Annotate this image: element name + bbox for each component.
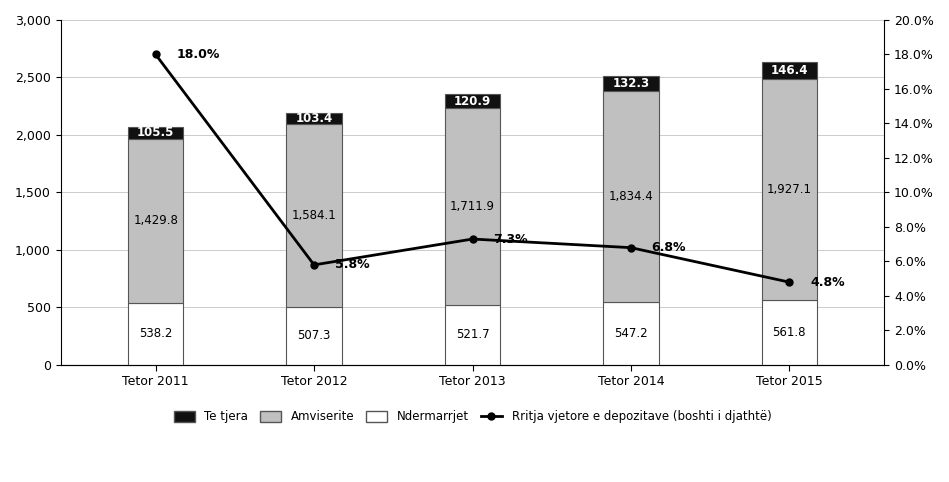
- Text: 1,711.9: 1,711.9: [450, 200, 495, 213]
- Bar: [762, 300, 817, 365]
- Text: 105.5: 105.5: [137, 126, 175, 139]
- Bar: [445, 108, 500, 305]
- Legend: Te tjera, Amviserite, Ndermarrjet, Rritja vjetore e depozitave (boshti i djathtë: Te tjera, Amviserite, Ndermarrjet, Rritj…: [169, 405, 776, 428]
- Bar: [604, 302, 659, 365]
- Text: 1,834.4: 1,834.4: [608, 190, 653, 203]
- Text: 103.4: 103.4: [295, 112, 333, 125]
- Text: 132.3: 132.3: [612, 77, 649, 90]
- Text: 507.3: 507.3: [297, 329, 331, 342]
- Text: 521.7: 521.7: [456, 328, 490, 341]
- Text: 1,584.1: 1,584.1: [291, 209, 337, 222]
- Text: 5.8%: 5.8%: [335, 258, 369, 271]
- Bar: [287, 307, 342, 365]
- Text: 561.8: 561.8: [772, 326, 806, 339]
- Text: 1,927.1: 1,927.1: [767, 183, 811, 196]
- Bar: [128, 303, 183, 365]
- Text: 120.9: 120.9: [454, 94, 492, 107]
- Text: 146.4: 146.4: [771, 64, 809, 77]
- Text: 1,429.8: 1,429.8: [133, 214, 178, 228]
- Bar: [287, 124, 342, 307]
- Text: 547.2: 547.2: [614, 327, 648, 340]
- Bar: [445, 305, 500, 365]
- Text: 7.3%: 7.3%: [493, 232, 528, 245]
- Bar: [287, 113, 342, 124]
- Text: 6.8%: 6.8%: [652, 241, 686, 254]
- Bar: [762, 79, 817, 300]
- Bar: [128, 127, 183, 139]
- Text: 4.8%: 4.8%: [809, 276, 845, 289]
- Bar: [762, 62, 817, 79]
- Bar: [604, 76, 659, 91]
- Bar: [604, 91, 659, 302]
- Bar: [445, 94, 500, 108]
- Bar: [128, 139, 183, 303]
- Text: 538.2: 538.2: [139, 327, 173, 340]
- Text: 18.0%: 18.0%: [177, 48, 219, 61]
